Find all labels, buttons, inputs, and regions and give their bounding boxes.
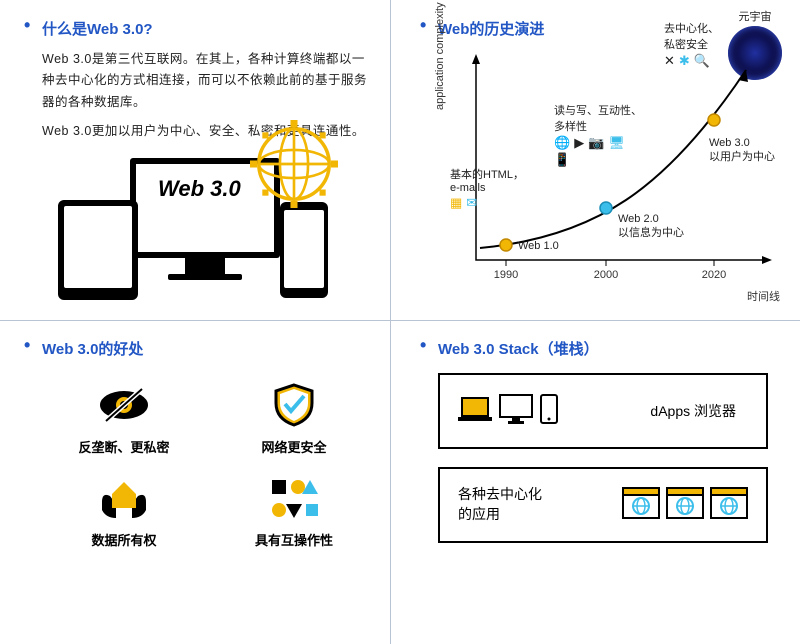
q2-title: Web的历史演进: [420, 18, 780, 39]
pt3-desc: 去中心化、私密安全 ✕ ✱ 🔍: [664, 20, 719, 67]
pt3-label: Web 3.0: [709, 137, 750, 149]
devices-illustration: Web 3.0: [50, 152, 350, 302]
evolution-chart: application complexity 1990 2000 2020: [446, 50, 776, 300]
benefit-label-1: 网络更安全: [224, 437, 364, 456]
pt2-desc: 读与写、互动性、多样性 🌐 ▶ 📷 🖥 📱: [554, 102, 642, 166]
network-icon: ✱: [679, 54, 690, 67]
benefit-secure: 网络更安全: [224, 381, 364, 456]
pt2-label: Web 2.0: [618, 213, 659, 225]
monitor-mini-icon: 🖥: [608, 136, 625, 149]
globe-window-icon: [666, 487, 704, 524]
vertical-divider: [390, 0, 391, 644]
benefit-label-2: 数据所有权: [54, 530, 194, 549]
tablet-icon: [58, 200, 138, 300]
x-axis-label: 时间线: [747, 288, 780, 304]
horizontal-divider: [0, 320, 800, 321]
mail-icon: ✉: [466, 196, 477, 209]
q1-para1: Web 3.0是第三代互联网。在其上，各种计算终端都以一种去中心化的方式相连接，…: [24, 49, 370, 113]
phone-stack-icon: [540, 394, 558, 429]
pt1-label: Web 1.0: [518, 240, 559, 252]
quadrant-what-is-web3: 什么是Web 3.0? Web 3.0是第三代互联网。在其上，各种计算终端都以一…: [0, 0, 390, 320]
pt2-label2: 以信息为中心: [618, 225, 684, 239]
quadrant-evolution: Web的历史演进 元宇宙 application complexity 1990…: [390, 0, 800, 320]
benefit-label-0: 反垄断、更私密: [54, 437, 194, 456]
pt3-label2: 以用户为中心: [709, 149, 775, 163]
stack-row-browsers: dApps 浏览器: [438, 373, 768, 449]
globe-icon: [250, 120, 338, 208]
shield-check-icon: [266, 381, 322, 429]
benefit-ownership: 数据所有权: [54, 474, 194, 549]
shapes-icon: [266, 474, 322, 522]
benefit-anti-monopoly: 反垄断、更私密: [54, 381, 194, 456]
y-axis-label: application complexity: [434, 2, 446, 110]
q4-title: Web 3.0 Stack（堆栈）: [420, 338, 780, 359]
camera-icon: 📷: [588, 136, 604, 149]
eye-slash-icon: [96, 381, 152, 429]
quadrant-stack: Web 3.0 Stack（堆栈） dApps 浏览器 各种去中心化的应用: [390, 320, 800, 644]
phone-icon: [280, 202, 328, 298]
x-tick-0: 1990: [494, 269, 518, 281]
quadrant-benefits: Web 3.0的好处 反垄断、更私密: [0, 320, 390, 644]
globe-window-icon: [622, 487, 660, 524]
search-icon: 🔍: [694, 54, 710, 67]
benefit-label-3: 具有互操作性: [224, 530, 364, 549]
stack-label-0: dApps 浏览器: [650, 401, 736, 421]
q3-title: Web 3.0的好处: [24, 338, 370, 359]
x-tick-2: 2020: [702, 269, 726, 281]
drone-icon: ✕: [664, 54, 675, 67]
x-tick-1: 2000: [594, 269, 618, 281]
globe-mini-icon: 🌐: [554, 136, 570, 149]
monitor-stack-icon: [498, 393, 534, 430]
metaverse-label: 元宇宙: [728, 8, 782, 24]
hands-house-icon: [96, 474, 152, 522]
stack-row-dapps: 各种去中心化的应用: [438, 467, 768, 543]
laptop-icon: [458, 395, 492, 428]
web3-logo-text: Web 3.0: [158, 176, 241, 202]
pt1-desc: 基本的HTML，e-mails ▦ ✉: [450, 166, 524, 209]
stack-label-1: 各种去中心化的应用: [458, 485, 548, 524]
video-icon: ▶: [574, 136, 584, 149]
phone-mini-icon: 📱: [554, 153, 570, 166]
html-file-icon: ▦: [450, 196, 462, 209]
benefit-interop: 具有互操作性: [224, 474, 364, 549]
globe-window-icon: [710, 487, 748, 524]
q1-title: 什么是Web 3.0?: [24, 18, 370, 39]
